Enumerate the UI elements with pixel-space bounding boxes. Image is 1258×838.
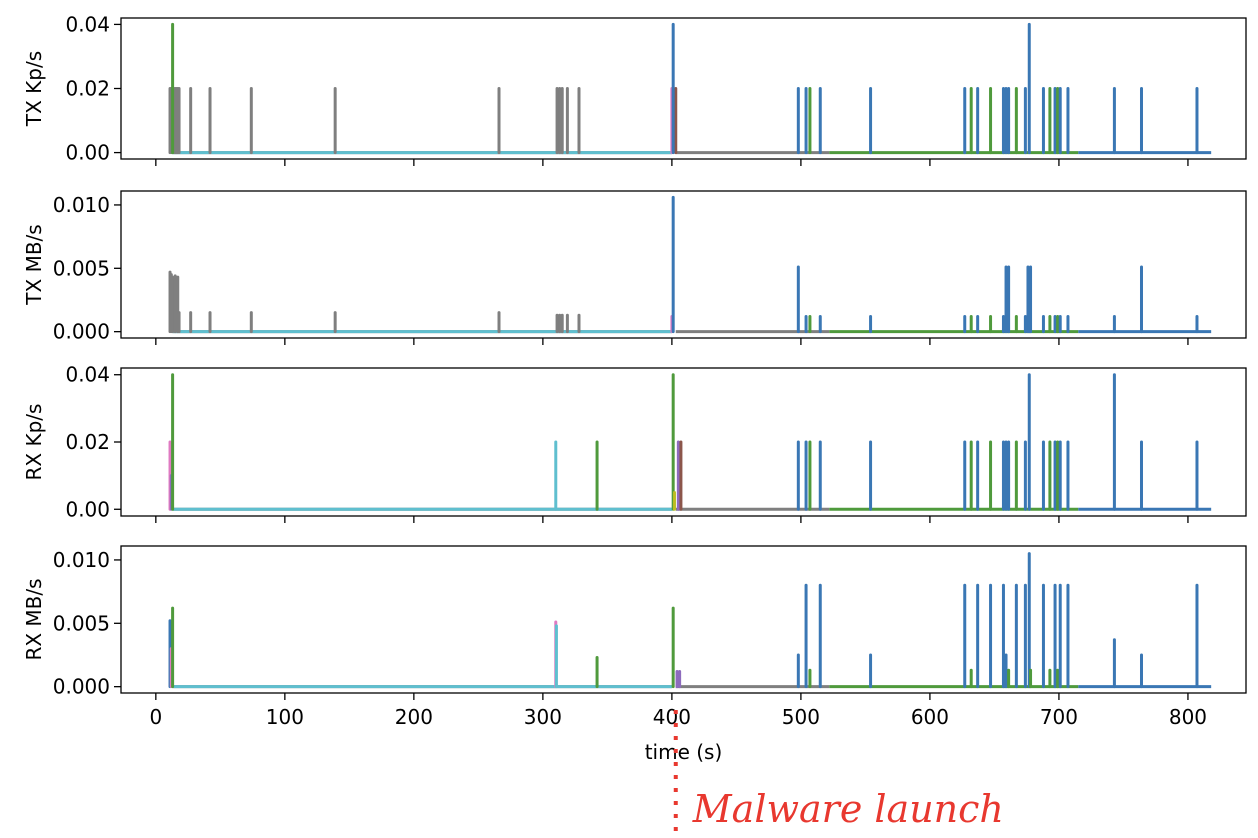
- y-tick-label: 0.010: [53, 193, 110, 217]
- x-tick-label: 600: [911, 705, 949, 729]
- x-axis-label: time (s): [645, 740, 723, 764]
- y-axis-label: TX MB/s: [22, 224, 46, 305]
- y-tick-label: 0.04: [65, 12, 110, 36]
- panel-frame: [120, 190, 1247, 339]
- y-axis-label: RX MB/s: [22, 578, 46, 660]
- x-tick-label: 400: [653, 705, 691, 729]
- x-tick-label: 800: [1169, 705, 1207, 729]
- malware-launch-label: Malware launch: [692, 787, 1004, 831]
- x-tick-label: 200: [395, 705, 433, 729]
- panels-layer: 0.00 0.02 0.04 TX Kp/s 0.000 0.005 0.010 TX MB/…: [22, 12, 1247, 700]
- y-axis-label: TX Kp/s: [22, 51, 46, 127]
- panel-frame: [120, 545, 1247, 694]
- panel-frame: [120, 17, 1247, 160]
- y-axis-label: RX Kp/s: [22, 404, 46, 481]
- y-tick-label: 0.005: [53, 256, 110, 280]
- x-tick-label: 500: [782, 705, 820, 729]
- y-tick-label: 0.00: [65, 497, 110, 521]
- x-tick-label: 100: [266, 705, 304, 729]
- panel-4: 0.000 0.005 0.010 RX MB/s: [22, 545, 1247, 700]
- x-tick-label: 0: [149, 705, 162, 729]
- y-tick-label: 0.02: [65, 430, 110, 454]
- panel-3: 0.00 0.02 0.04 RX Kp/s: [22, 363, 1247, 523]
- panel-frame: [120, 367, 1247, 517]
- y-tick-label: 0.000: [53, 675, 110, 699]
- y-tick-label: 0.000: [53, 320, 110, 344]
- y-tick-label: 0.005: [53, 611, 110, 635]
- panel-2: 0.000 0.005 0.010 TX MB/s: [22, 190, 1247, 345]
- x-tick-label: 700: [1040, 705, 1078, 729]
- x-tick-label: 300: [524, 705, 562, 729]
- y-tick-label: 0.010: [53, 548, 110, 572]
- y-tick-label: 0.02: [65, 77, 110, 101]
- x-axis: 0 100 200 300 400 500 600 700 800 time (s): [149, 705, 1207, 764]
- panel-1: 0.00 0.02 0.04 TX Kp/s: [22, 12, 1247, 166]
- malware-annotation: Malware launch: [673, 710, 1004, 838]
- y-tick-label: 0.00: [65, 141, 110, 165]
- y-tick-label: 0.04: [65, 363, 110, 387]
